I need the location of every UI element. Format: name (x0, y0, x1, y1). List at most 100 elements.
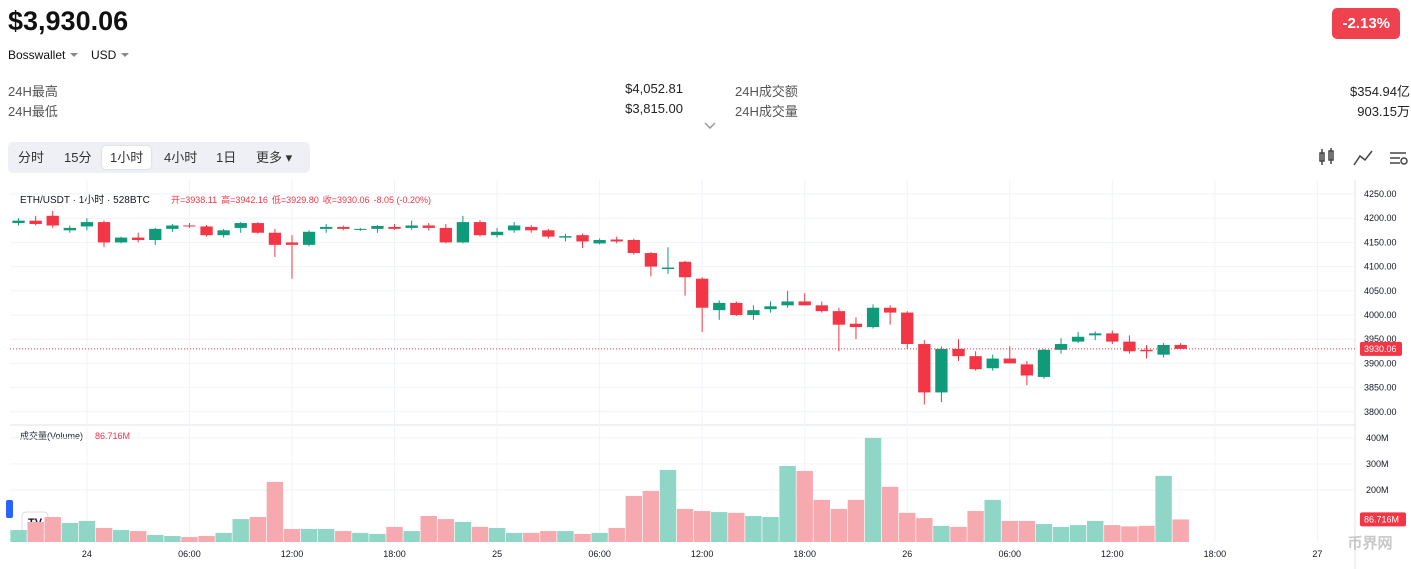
volume-bar (916, 518, 933, 542)
candle-body (883, 307, 897, 313)
candle-body (166, 225, 179, 229)
price: $3,930.06 (8, 6, 129, 36)
expand-icon[interactable] (703, 121, 717, 131)
volume-bar (1138, 525, 1155, 542)
volume-bar (283, 528, 301, 542)
candle-body (285, 242, 299, 245)
volume-title: 成交量(Volume) (20, 430, 83, 441)
side-handle[interactable] (6, 500, 13, 518)
candle-body (1106, 333, 1119, 342)
volume-bar (540, 531, 557, 542)
candle-body (1157, 345, 1170, 355)
candle-body (1071, 336, 1085, 342)
volume-bar (78, 520, 96, 542)
volume-bar (523, 532, 540, 542)
volume-bar (369, 533, 386, 542)
volume-bar (1104, 525, 1121, 542)
volume-bar (796, 470, 813, 542)
interval-tabs: 分时 15分 1小时 4小时 1日 更多 ▾ (8, 142, 310, 173)
y-tick-label: 4100.00 (1364, 262, 1397, 272)
x-tick-label: 06:00 (178, 549, 201, 559)
tab[interactable]: 1日 (216, 150, 237, 165)
candle-body (576, 235, 589, 242)
volume-bar (591, 532, 608, 542)
candle-body (337, 226, 350, 229)
x-tick-label: 06:00 (588, 549, 611, 559)
volume-bar (1069, 525, 1087, 542)
candle-body (354, 228, 367, 230)
volume-bar (745, 515, 762, 542)
volume-bar (164, 536, 181, 542)
stat-value: $3,815.00 (625, 101, 683, 116)
candle-body (1140, 349, 1153, 352)
indicator-icon[interactable] (1353, 150, 1373, 166)
candle-body (713, 302, 726, 311)
tab[interactable]: 4小时 (164, 150, 198, 165)
volume-bar (215, 532, 232, 542)
volume-bar (1035, 524, 1053, 542)
candle-body (183, 225, 196, 227)
candle-body (798, 301, 811, 306)
candle-body (661, 267, 675, 270)
candle-body (217, 230, 230, 236)
volume-bar (112, 530, 130, 542)
volume-bar (386, 526, 403, 542)
volume-bar (557, 531, 574, 542)
volume-bar (27, 521, 44, 542)
volume-last-value: 86.716M (95, 431, 130, 441)
candle-body (268, 232, 282, 245)
x-tick-label: 27 (1312, 549, 1322, 559)
candle-body (439, 227, 452, 243)
tab-label: 更多 (256, 150, 283, 165)
y-tick-label: 200M (1366, 485, 1389, 495)
volume-bar (1001, 520, 1018, 542)
candle-body (1054, 344, 1068, 350)
y-tick-label: 4200.00 (1364, 213, 1397, 223)
tab[interactable]: 15分 (64, 150, 92, 165)
x-tick-label: 12:00 (1101, 549, 1124, 559)
candle-icon[interactable] (1319, 148, 1334, 165)
candle-body (849, 323, 863, 328)
stat-value: 903.15万 (1357, 104, 1410, 119)
currency-select[interactable]: USD (91, 48, 129, 62)
candle-body (473, 222, 487, 236)
volume-bar (300, 528, 318, 542)
volume-bar (471, 526, 489, 542)
volume-bar (1121, 526, 1138, 542)
tab-more[interactable]: 更多 ▾ (256, 150, 293, 165)
candle-body (747, 310, 760, 315)
volume-bar (1052, 526, 1070, 542)
volume-bar (642, 490, 660, 542)
candle-body (525, 226, 538, 231)
candle-body (508, 225, 521, 231)
volume-bar (437, 519, 455, 542)
y-tick-label: 4050.00 (1364, 286, 1397, 296)
volume-bar (129, 531, 147, 542)
wallet-select[interactable]: Bosswallet (8, 48, 78, 62)
x-tick-label: 18:00 (793, 549, 816, 559)
y-tick-label: 400M (1366, 433, 1389, 443)
tab-active[interactable]: 1小时 (102, 146, 152, 169)
candle-body (422, 225, 435, 228)
candle-body (1003, 358, 1016, 364)
candle-body (696, 278, 709, 308)
x-tick-label: 24 (82, 549, 92, 559)
volume-bar (950, 526, 967, 542)
volume-bar (762, 517, 779, 542)
candle-body (781, 301, 794, 306)
tab[interactable]: 分时 (18, 150, 45, 165)
watermark: 币界网 (1347, 535, 1392, 552)
candle-body (593, 240, 606, 244)
legend-item: 开=3938.11 (171, 195, 217, 205)
volume-bar (61, 523, 79, 542)
candle-body (1089, 333, 1102, 336)
candle-body (371, 225, 384, 229)
volume-bar (830, 508, 848, 542)
settings-icon[interactable] (1390, 152, 1408, 165)
y-tick-label: 4000.00 (1364, 310, 1397, 320)
stat-value: $354.94亿 (1350, 84, 1410, 99)
y-tick-label: 300M (1366, 459, 1389, 469)
volume-bar (317, 528, 335, 542)
x-tick-label: 18:00 (383, 549, 406, 559)
volume-bar (676, 508, 694, 542)
